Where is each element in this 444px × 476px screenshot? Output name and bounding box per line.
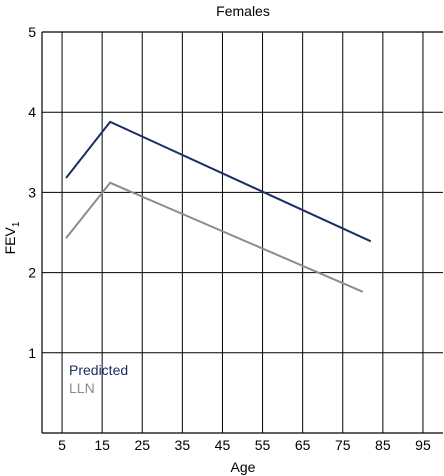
x-tick-label: 25 [134,437,150,453]
grid [41,31,443,434]
x-tick-label: 75 [335,437,351,453]
x-tick-label: 85 [375,437,391,453]
x-tick-label: 65 [295,437,311,453]
y-tick-label: 2 [28,265,36,281]
y-axis-label-subscript: 1 [11,221,22,227]
x-tick-label: 55 [255,437,271,453]
series-line-lln [65,181,364,293]
y-tick-label: 1 [28,345,36,361]
x-axis-label: Age [231,459,256,475]
y-axis-label-main: FEV [2,227,18,255]
series-layer [65,120,372,293]
x-tick-label: 5 [58,437,66,453]
x-tick-label: 35 [175,437,191,453]
legend-item-lln: LLN [69,380,95,396]
x-tick-label: 95 [415,437,431,453]
y-tick-label: 5 [28,24,36,40]
legend: Predicted LLN [69,362,128,396]
y-tick-label: 3 [28,184,36,200]
y-axis-label: FEV1 [2,221,22,254]
y-tick-label: 4 [28,104,36,120]
x-tick-label: 15 [94,437,110,453]
x-tick-label: 45 [215,437,231,453]
legend-item-predicted: Predicted [69,362,128,378]
series-line-predicted [65,120,372,243]
chart-title: Females [216,3,270,19]
